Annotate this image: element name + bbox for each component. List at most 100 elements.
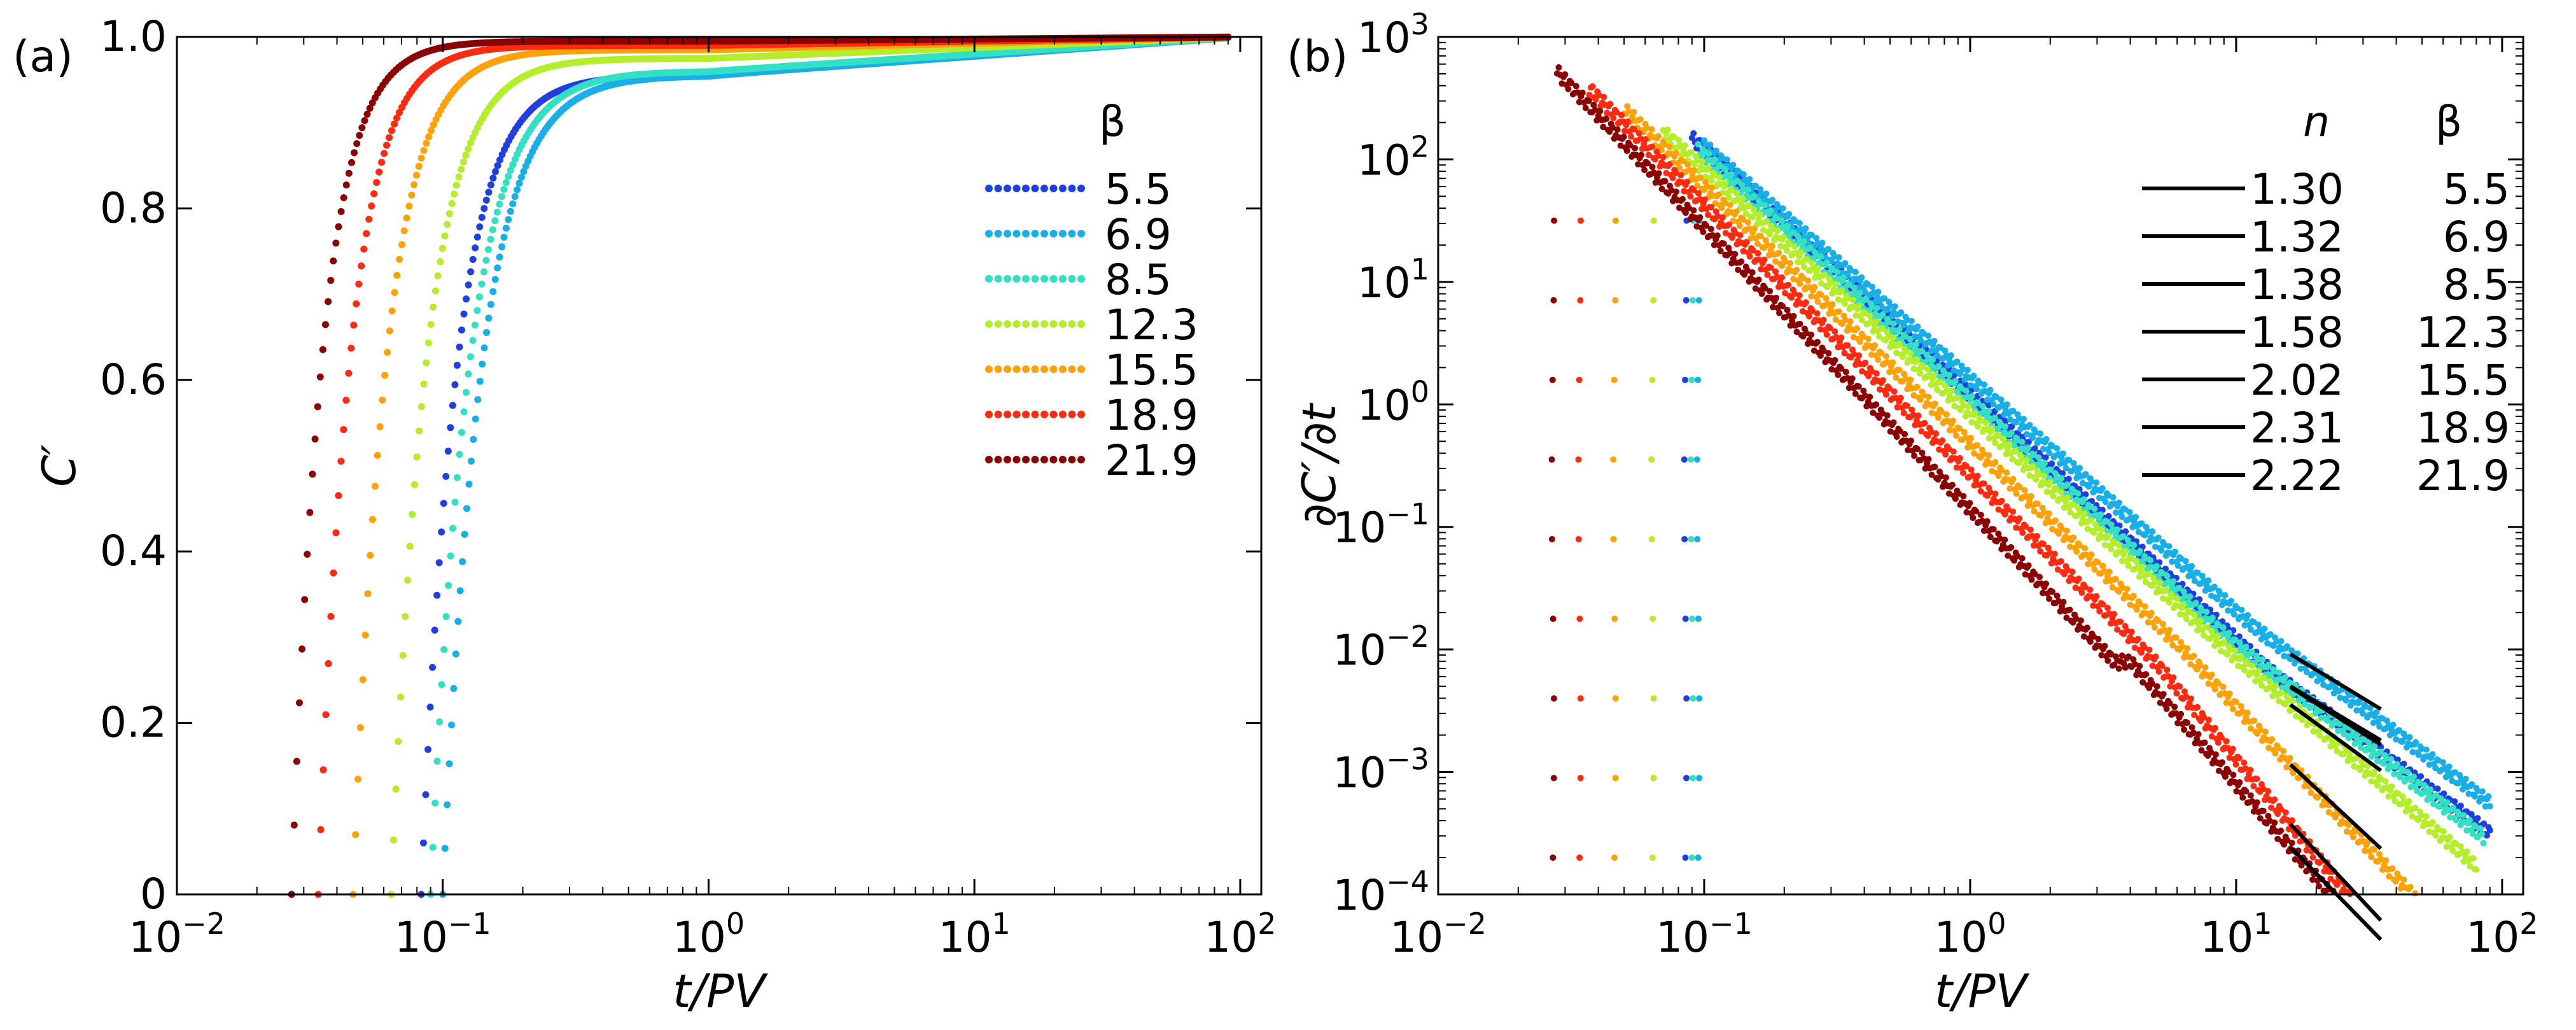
data-point [2149, 528, 2156, 535]
data-point [2429, 751, 2436, 758]
legend-marker-dot [1012, 411, 1021, 418]
data-point [1954, 394, 1961, 401]
data-point [2220, 624, 2227, 631]
data-point [2023, 456, 2030, 463]
data-point [398, 241, 405, 248]
data-point [295, 699, 303, 707]
data-point [1857, 289, 1864, 296]
data-point [2463, 848, 2470, 855]
data-point [2479, 788, 2486, 795]
data-point [1946, 372, 1953, 379]
data-point [322, 711, 330, 719]
data-point [458, 326, 465, 334]
data-point [1711, 156, 1718, 163]
data-point [365, 215, 373, 223]
data-point [2451, 798, 2458, 805]
data-point [321, 321, 329, 328]
legend-marker-dot [1059, 230, 1067, 237]
data-point [1935, 363, 1942, 370]
data-point [423, 359, 430, 367]
data-point [449, 525, 457, 532]
data-point [465, 145, 472, 153]
panel-a: 10−2 10−1 100 101 10200.20.40.60.81.0t/PVC′(… [13, 12, 1277, 1018]
data-point [2002, 423, 2009, 430]
data-point [1989, 425, 1996, 432]
data-point [2238, 607, 2245, 614]
data-point [491, 276, 499, 283]
data-point [1682, 854, 1689, 861]
data-point [2136, 547, 2143, 554]
data-point [494, 264, 501, 272]
data-point [440, 646, 448, 653]
data-point [1963, 387, 1970, 394]
data-point [456, 343, 463, 351]
data-point [1707, 141, 1714, 148]
data-point [1849, 297, 1856, 304]
data-point [383, 348, 391, 356]
data-point [1705, 150, 1712, 157]
data-point [1835, 254, 1842, 261]
data-point [368, 202, 375, 210]
x-tick-label-exponent: −1 [448, 907, 491, 941]
data-point [403, 214, 410, 222]
data-point [337, 458, 345, 465]
data-point [473, 307, 481, 314]
data-point [2423, 746, 2430, 753]
legend-label: 6.9 [1105, 210, 1172, 259]
legend-label: 8.5 [1105, 255, 1172, 304]
data-point [1681, 376, 1688, 383]
x-axis-title: t/PV [673, 964, 768, 1018]
legend-marker-dot [1022, 275, 1030, 283]
data-point [424, 339, 432, 347]
legend-marker-dot [1040, 365, 1048, 373]
data-point [325, 298, 332, 306]
data-point [454, 617, 462, 625]
data-point [381, 150, 388, 157]
data-point [2097, 511, 2104, 518]
data-point [440, 500, 447, 507]
data-point [1612, 775, 1619, 782]
data-point [316, 373, 324, 381]
data-point [358, 124, 366, 132]
series-a-beta-15.5 [349, 33, 1232, 898]
data-point [2382, 778, 2389, 785]
data-point [2324, 717, 2331, 724]
data-point [304, 551, 311, 558]
data-point [2471, 793, 2478, 800]
data-point [438, 528, 445, 536]
data-point [496, 253, 503, 261]
data-point [2440, 759, 2447, 766]
data-point [480, 344, 488, 352]
data-point [427, 321, 435, 328]
data-point [1697, 174, 1704, 181]
data-point [2290, 698, 2297, 705]
data-point [1914, 323, 1921, 330]
data-point [2080, 496, 2087, 503]
data-point [2232, 647, 2239, 654]
data-point [2244, 612, 2251, 619]
data-point [2075, 490, 2082, 497]
data-point [474, 396, 482, 404]
data-point [373, 179, 381, 187]
legend-title: β [1099, 97, 1126, 146]
data-point [444, 801, 451, 808]
data-point [472, 244, 479, 251]
data-point [1650, 217, 1657, 224]
data-point [2132, 514, 2139, 521]
data-point [479, 360, 486, 368]
data-point [1832, 281, 1839, 288]
data-point [2139, 563, 2146, 570]
data-point [1709, 184, 1716, 191]
data-point [1713, 147, 1720, 154]
data-point [2467, 817, 2474, 824]
data-point [514, 186, 521, 194]
data-point [487, 300, 494, 308]
y-tick-label: 0.6 [100, 355, 167, 404]
data-point [1695, 297, 1702, 304]
data-point [2388, 756, 2395, 763]
legend-marker-dot [1077, 230, 1085, 237]
data-point [2299, 717, 2306, 724]
data-point [505, 216, 512, 223]
legend-label: 5.5 [1105, 165, 1172, 214]
data-point [1982, 419, 1989, 426]
